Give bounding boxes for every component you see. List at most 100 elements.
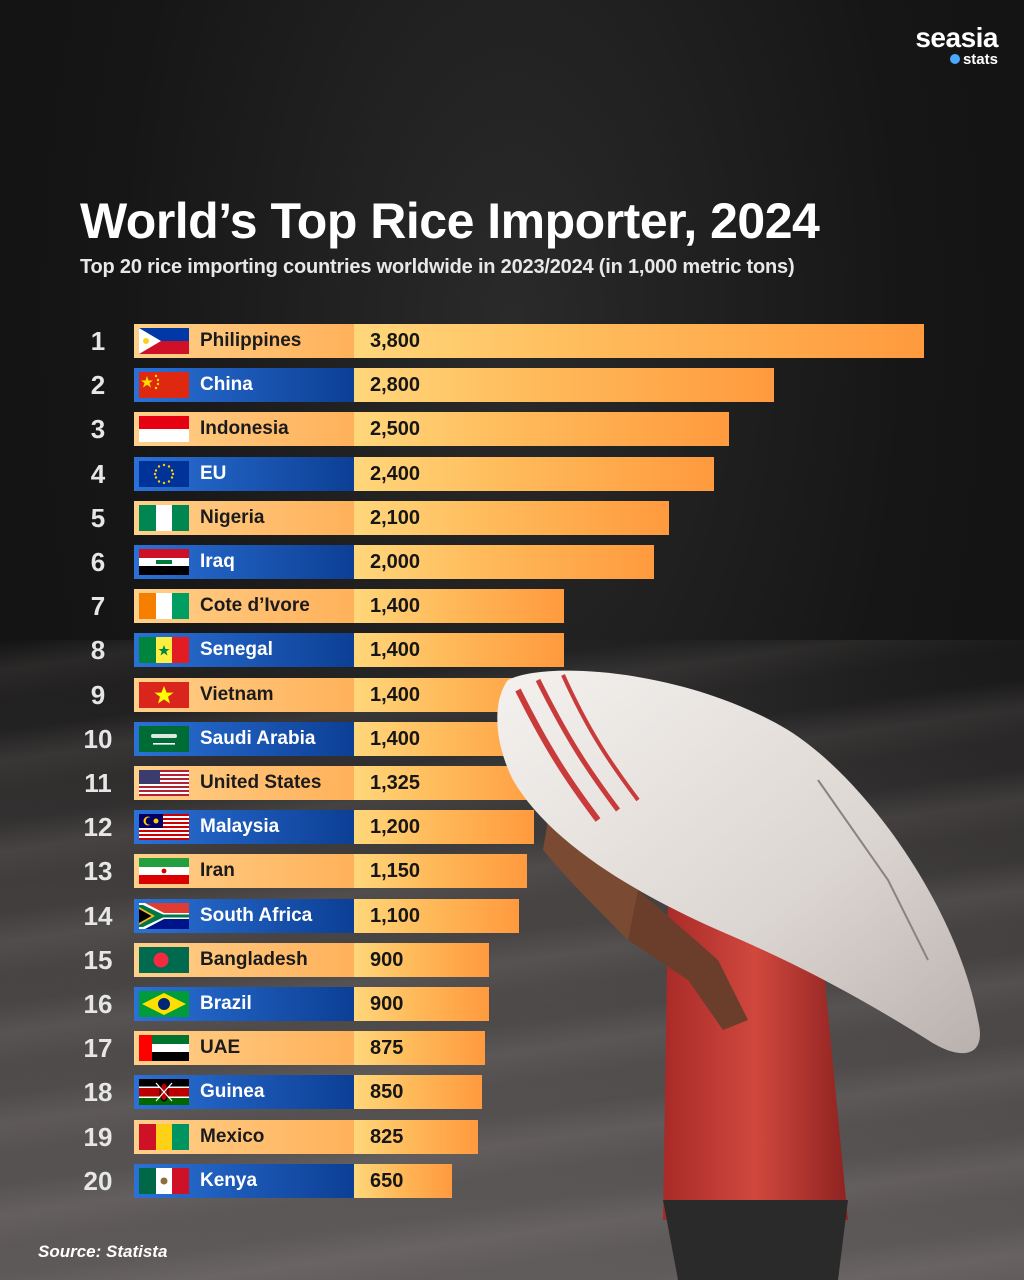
country-cell: Nigeria [134,500,354,535]
rank-label: 1 [90,326,106,356]
country-cell: South Africa [134,898,354,933]
country-label: Vietnam [200,683,274,705]
country-cell: Cote d’Ivore [134,589,354,624]
table-row: 15 Bangladesh 900 [0,942,1024,977]
bar: 1,400 [354,589,564,624]
country-label: Mexico [200,1125,265,1147]
rank-label: 17 [83,1033,113,1064]
country-cell: Indonesia [134,412,354,447]
senegal-flag-icon [139,637,189,664]
country-cell: Mexico [134,1119,354,1154]
country-label: United States [200,772,322,793]
country-label: Guinea [200,1081,265,1103]
rice-porter-photo [497,670,980,1280]
table-row: 18 Guinea 850 [0,1075,1024,1110]
rank-label: 10 [83,723,113,754]
data-label: 900 [370,993,404,1015]
bar-chart: 1 Philippines 3,800 2 China 2,800 3 Indonesia 2,… [0,324,1024,1204]
rank-label: 18 [83,1077,113,1108]
country-cell: Philippines [134,324,354,358]
country-cell: Kenya [134,1163,354,1198]
indonesia-flag-icon [139,416,189,443]
country-label: Iraq [200,551,235,572]
bar: 2,500 [354,412,729,447]
data-label: 2,000 [370,551,421,573]
table-row: 19 Mexico 825 [0,1119,1024,1154]
data-label: 650 [370,1169,404,1192]
cote-divoire-flag-icon [139,593,189,620]
table-row: 5 Nigeria 2,100 [0,500,1024,535]
table-row: 2 China 2,800 [0,368,1024,403]
united-states-flag-icon [139,770,189,796]
rank-label: 14 [83,900,113,931]
rank-label: 9 [90,679,106,710]
country-label: Cote d’Ivore [200,595,310,617]
country-label: Brazil [200,993,252,1014]
country-label: Indonesia [200,418,289,440]
country-cell: Vietnam [134,677,354,712]
bar: 825 [354,1119,478,1154]
country-label: China [200,374,253,396]
country-cell: Malaysia [134,810,354,845]
page-title: World’s Top Rice Importer, 2024 [80,193,820,249]
country-cell: Saudi Arabia [134,721,354,756]
data-label: 2,500 [370,418,421,441]
table-row: 8 Senegal 1,400 [0,633,1024,668]
data-label: 1,400 [370,683,421,706]
rank-label: 11 [84,768,112,798]
country-label: Philippines [200,330,302,351]
country-cell: United States [134,766,354,800]
country-label: UAE [200,1037,241,1059]
bar: 2,100 [354,500,669,535]
table-row: 12 Malaysia 1,200 [0,810,1024,845]
data-label: 850 [370,1081,404,1104]
data-label: 2,800 [370,374,421,397]
bangladesh-flag-icon [139,946,189,973]
rank-label: 4 [90,458,106,489]
bar: 850 [354,1075,482,1110]
data-label: 1,400 [370,595,421,618]
country-cell: Bangladesh [134,942,354,977]
iraq-flag-icon [139,549,189,575]
data-label: 1,400 [370,639,421,662]
vietnam-flag-icon [139,681,189,708]
table-row: 16 Brazil 900 [0,987,1024,1021]
bar: 2,800 [354,368,774,403]
data-label: 1,400 [370,727,421,750]
data-label: 900 [370,948,404,971]
bar: 2,400 [354,456,714,491]
bar: 1,200 [354,810,534,845]
country-cell: EU [134,456,354,491]
page-subtitle: Top 20 rice importing countries worldwid… [80,256,795,278]
table-row: 14 South Africa 1,100 [0,898,1024,933]
brand-sub: stats [962,51,998,68]
data-label: 1,200 [370,816,421,839]
data-label: 1,100 [370,904,421,927]
rank-label: 2 [90,370,106,401]
country-label: Saudi Arabia [200,727,316,749]
country-label: EU [200,462,227,484]
data-label: 2,100 [370,506,421,529]
country-cell: Iran [134,854,354,889]
guinea-style-flag-icon [139,1123,189,1150]
brand-name: seasia [915,22,998,53]
rank-label: 3 [90,414,106,445]
saudi-arabia-flag-icon [139,725,189,752]
table-row: 20 Kenya 650 [0,1163,1024,1198]
country-label: Iran [200,860,235,882]
nigeria-flag-icon [139,504,189,531]
south-africa-flag-icon [139,902,189,929]
bar: 900 [354,942,489,977]
rank-label: 5 [90,502,106,533]
country-label: Kenya [200,1169,258,1191]
country-label: Nigeria [200,506,265,528]
bar: 3,800 [354,324,924,358]
bar: 900 [354,987,489,1021]
brand-dot-icon [949,54,960,64]
bar: 875 [354,1031,485,1066]
country-cell: Iraq [134,545,354,579]
bar: 2,000 [354,545,654,579]
table-row: 11 United States 1,325 [0,766,1024,800]
table-row: 13 Iran 1,150 [0,854,1024,889]
rank-label: 6 [90,547,106,577]
